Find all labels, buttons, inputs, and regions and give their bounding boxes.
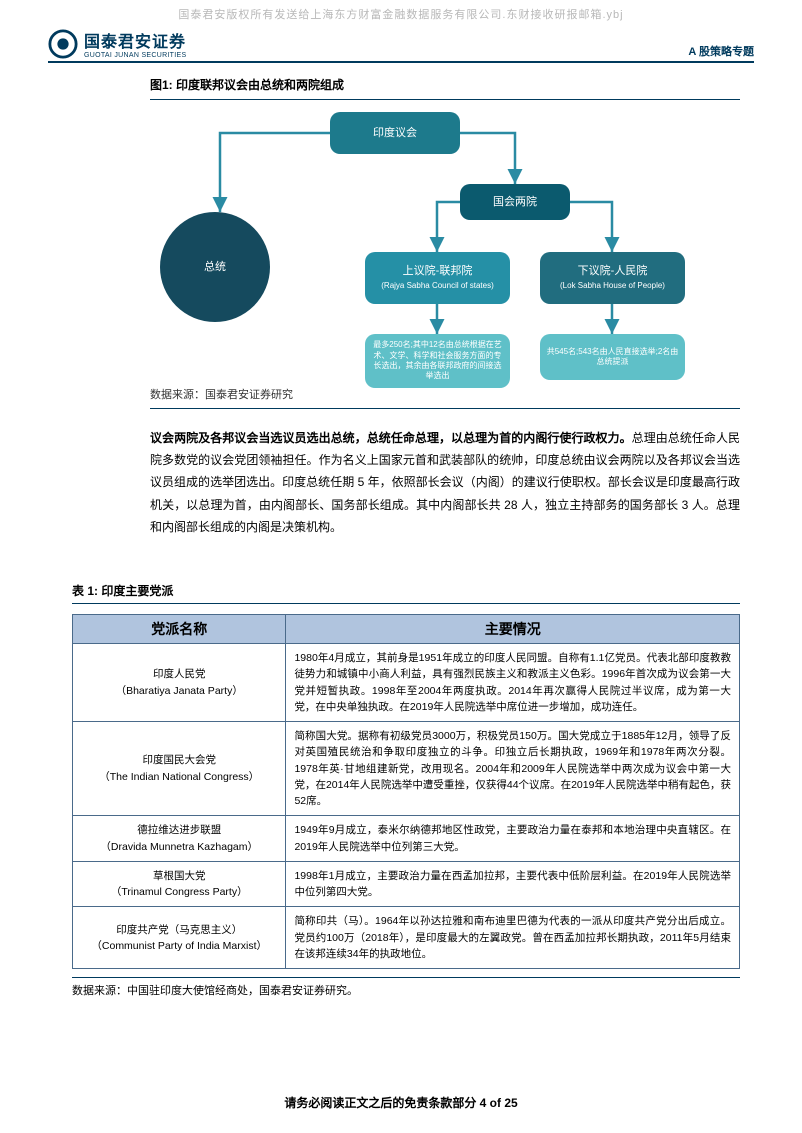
table-section: 表 1: 印度主要党派 党派名称 主要情况 印度人民党 （Bharatiya J…	[72, 582, 740, 998]
cell-party-desc: 简称印共（马）。1964年以孙达拉雅和南布迪里巴德为代表的一派从印度共产党分出后…	[286, 907, 740, 969]
logo-icon	[48, 29, 78, 59]
node-parliament: 印度议会	[330, 112, 460, 154]
node-lower-detail: 共545名;543名由人民直接选举;2名由总统提派	[540, 334, 685, 380]
cell-party-name: 印度国民大会党 （The Indian National Congress）	[73, 722, 286, 816]
logo-block: 国泰君安证券 GUOTAI JUNAN SECURITIES	[48, 28, 186, 59]
logo-text: 国泰君安证券 GUOTAI JUNAN SECURITIES	[84, 28, 186, 59]
cell-party-desc: 1998年1月成立，主要政治力量在西孟加拉邦，主要代表中低阶层利益。在2019年…	[286, 861, 740, 907]
cell-party-desc: 1980年4月成立，其前身是1951年成立的印度人民同盟。自称有1.1亿党员。代…	[286, 644, 740, 722]
node-upper-house: 上议院-联邦院 (Rajya Sabha Council of states)	[365, 252, 510, 304]
cell-party-desc: 简称国大党。据称有初级党员3000万，积极党员150万。国大党成立于1885年1…	[286, 722, 740, 816]
table-row: 印度人民党 （Bharatiya Janata Party）1980年4月成立，…	[73, 644, 740, 722]
watermark-text: 国泰君安版权所有发送给上海东方财富金融数据服务有限公司.东财接收研报邮箱.ybj	[0, 6, 802, 22]
main-content: 图1: 印度联邦议会由总统和两院组成 印度议会 国会两院 总统 上议院-联邦院 (…	[150, 76, 740, 538]
table-row: 德拉维达进步联盟 （Dravida Munnetra Kazhagam）1949…	[73, 816, 740, 862]
company-en: GUOTAI JUNAN SECURITIES	[84, 52, 186, 59]
th-name: 党派名称	[73, 615, 286, 644]
cell-party-name: 草根国大党 （Trinamul Congress Party）	[73, 861, 286, 907]
upper-sub: (Rajya Sabha Council of states)	[381, 281, 494, 290]
party-table: 党派名称 主要情况 印度人民党 （Bharatiya Janata Party）…	[72, 614, 740, 969]
upper-title: 上议院-联邦院	[403, 265, 473, 277]
lower-title: 下议院-人民院	[578, 265, 648, 277]
figure-source: 数据来源：国泰君安证券研究	[150, 386, 740, 402]
company-cn: 国泰君安证券	[84, 28, 186, 52]
table-row: 印度国民大会党 （The Indian National Congress）简称…	[73, 722, 740, 816]
node-upper-detail: 最多250名;其中12名由总统根据在艺术、文学、科学和社会服务方面的专长选出，其…	[365, 334, 510, 388]
figure-title: 图1: 印度联邦议会由总统和两院组成	[150, 76, 740, 93]
node-president: 总统	[160, 212, 270, 322]
node-congress: 国会两院	[460, 184, 570, 220]
cell-party-desc: 1949年9月成立，泰米尔纳德邦地区性政党，主要政治力量在泰邦和本地治理中央直辖…	[286, 816, 740, 862]
table-source: 数据来源：中国驻印度大使馆经商处，国泰君安证券研究。	[72, 977, 740, 998]
header-category: A 股策略专题	[688, 43, 754, 59]
body-rest: 总理由总统任命人民院多数党的议会党团领袖担任。作为名义上国家元首和武装部队的统帅…	[150, 431, 740, 534]
body-paragraph: 议会两院及各邦议会当选议员选出总统，总统任命总理，以总理为首的内阁行使行政权力。…	[150, 427, 740, 538]
org-diagram: 印度议会 国会两院 总统 上议院-联邦院 (Rajya Sabha Council…	[150, 112, 740, 382]
th-desc: 主要情况	[286, 615, 740, 644]
figure-container: 印度议会 国会两院 总统 上议院-联邦院 (Rajya Sabha Council…	[150, 99, 740, 409]
table-title: 表 1: 印度主要党派	[72, 582, 740, 604]
cell-party-name: 德拉维达进步联盟 （Dravida Munnetra Kazhagam）	[73, 816, 286, 862]
page-footer: 请务必阅读正文之后的免责条款部分 4 of 25	[0, 1094, 802, 1111]
table-row: 草根国大党 （Trinamul Congress Party）1998年1月成立…	[73, 861, 740, 907]
cell-party-name: 印度人民党 （Bharatiya Janata Party）	[73, 644, 286, 722]
lower-sub: (Lok Sabha House of People)	[560, 281, 665, 290]
node-lower-house: 下议院-人民院 (Lok Sabha House of People)	[540, 252, 685, 304]
table-row: 印度共产党（马克思主义） （Communist Party of India M…	[73, 907, 740, 969]
cell-party-name: 印度共产党（马克思主义） （Communist Party of India M…	[73, 907, 286, 969]
body-bold: 议会两院及各邦议会当选议员选出总统，总统任命总理，以总理为首的内阁行使行政权力。	[150, 431, 632, 445]
page-header: 国泰君安证券 GUOTAI JUNAN SECURITIES A 股策略专题	[48, 28, 754, 63]
